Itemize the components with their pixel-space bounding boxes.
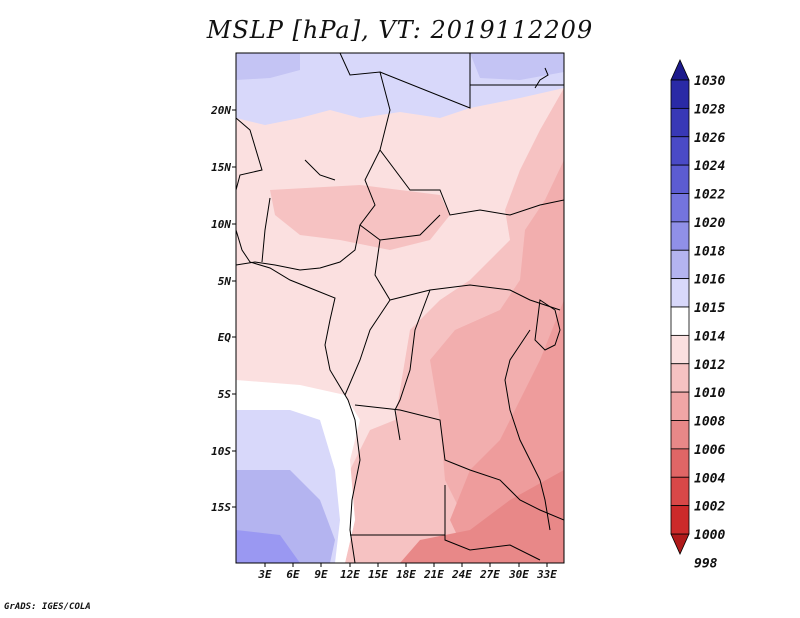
- coast-ne: [534, 67, 549, 89]
- lon-label-3e: 3E: [257, 568, 272, 581]
- colorbar-label: 1030: [694, 74, 725, 89]
- colorbar-label: 1024: [694, 159, 725, 174]
- colorbar-label: 1028: [694, 102, 725, 117]
- map-frame: [235, 52, 565, 564]
- lon-label-30e: 30E: [508, 568, 529, 581]
- lon-label-12e: 12E: [340, 568, 360, 581]
- colorbar-cell: [670, 476, 690, 507]
- border-congo: [389, 284, 561, 441]
- lat-label-10n: 10N: [211, 218, 231, 231]
- colorbar-label: 1020: [694, 216, 725, 231]
- colorbar-cell: [670, 391, 690, 421]
- lake-victoria: [534, 299, 561, 351]
- colorbar-cell: [670, 164, 690, 194]
- colorbar-bottom-triangle: [670, 533, 690, 555]
- colorbar-cell: [670, 278, 690, 308]
- field-sahel-low: [270, 185, 450, 250]
- colorbar-cell: [670, 136, 690, 166]
- colorbar-label: 1016: [694, 273, 725, 288]
- colorbar-cell: [670, 107, 690, 138]
- colorbar-label: 1014: [694, 329, 725, 344]
- field-coastal-neutral: [236, 380, 360, 563]
- west-coast: [236, 117, 361, 563]
- colorbar-cell: [670, 420, 690, 450]
- colorbar-label: 1012: [694, 358, 725, 373]
- border-central: [344, 214, 441, 396]
- lat-label-eq: EQ: [218, 331, 232, 344]
- colorbar-label: 1008: [694, 415, 725, 430]
- colorbar-cell: [670, 363, 690, 393]
- lat-label-10s: 10S: [211, 445, 231, 458]
- inland-borders: [261, 159, 336, 263]
- border-north: [379, 53, 564, 216]
- colorbar-label: 1000: [694, 528, 725, 543]
- lat-label-5s: 5S: [218, 388, 232, 401]
- colorbar-label: 1004: [694, 471, 725, 486]
- colorbar-top-triangle: [670, 59, 690, 81]
- colorbar-cell: [670, 193, 690, 223]
- colorbar-label: 998: [694, 556, 718, 571]
- border-south: [354, 404, 564, 521]
- colorbar-cell: [670, 221, 690, 251]
- lon-label-18e: 18E: [396, 568, 416, 581]
- colorbar-cell: [670, 249, 690, 280]
- field-southeast-core: [400, 470, 564, 563]
- field-north-high-core: [236, 53, 300, 80]
- colorbar-label: 1015: [694, 301, 725, 316]
- lon-label-9e: 9E: [314, 568, 328, 581]
- colorbar-label: 1002: [694, 500, 725, 515]
- field-southwest-high-max: [236, 530, 300, 563]
- colorbar-cell: [670, 79, 690, 109]
- lat-label-20n: 20N: [210, 104, 231, 117]
- colorbar-label: 1022: [694, 188, 725, 203]
- colorbar-cell: [670, 505, 690, 535]
- lon-label-15e: 15E: [368, 568, 388, 581]
- latitude-axis: 20N 15N 10N 5N EQ 5S 10S 15S: [210, 104, 236, 514]
- pressure-field: [236, 53, 564, 563]
- lon-label-27e: 27E: [479, 568, 500, 581]
- rift-lakes: [504, 329, 551, 531]
- lon-label-33e: 33E: [536, 568, 557, 581]
- colorbar-label: 1006: [694, 443, 725, 458]
- lat-label-15s: 15S: [211, 501, 231, 514]
- colorbar-label: 1010: [694, 386, 725, 401]
- coastlines: [236, 53, 564, 563]
- border-southern: [350, 485, 541, 561]
- colorbar: 1030 1028 1026 1024 1022 1020 1018 1016 1015 1014…: [670, 59, 725, 571]
- lat-label-5n: 5N: [218, 275, 232, 288]
- colorbar-label: 1026: [694, 131, 725, 146]
- colorbar-cell: [670, 448, 690, 478]
- field-northeast-high-core: [470, 53, 564, 80]
- longitude-axis: 3E 6E 9E 12E 15E 18E 21E 24E 27E 30E 33E: [257, 563, 557, 581]
- lon-label-6e: 6E: [286, 568, 300, 581]
- colorbar-label: 1018: [694, 244, 725, 259]
- lon-label-21e: 21E: [423, 568, 444, 581]
- map-title: MSLP [hPa], VT: 2019112209: [206, 16, 594, 44]
- credit-label: GrADS: IGES/COLA: [4, 602, 91, 612]
- colorbar-cell: [670, 306, 690, 336]
- colorbar-cell: [670, 334, 690, 365]
- lon-label-24e: 24E: [451, 568, 472, 581]
- lat-label-15n: 15N: [211, 161, 231, 174]
